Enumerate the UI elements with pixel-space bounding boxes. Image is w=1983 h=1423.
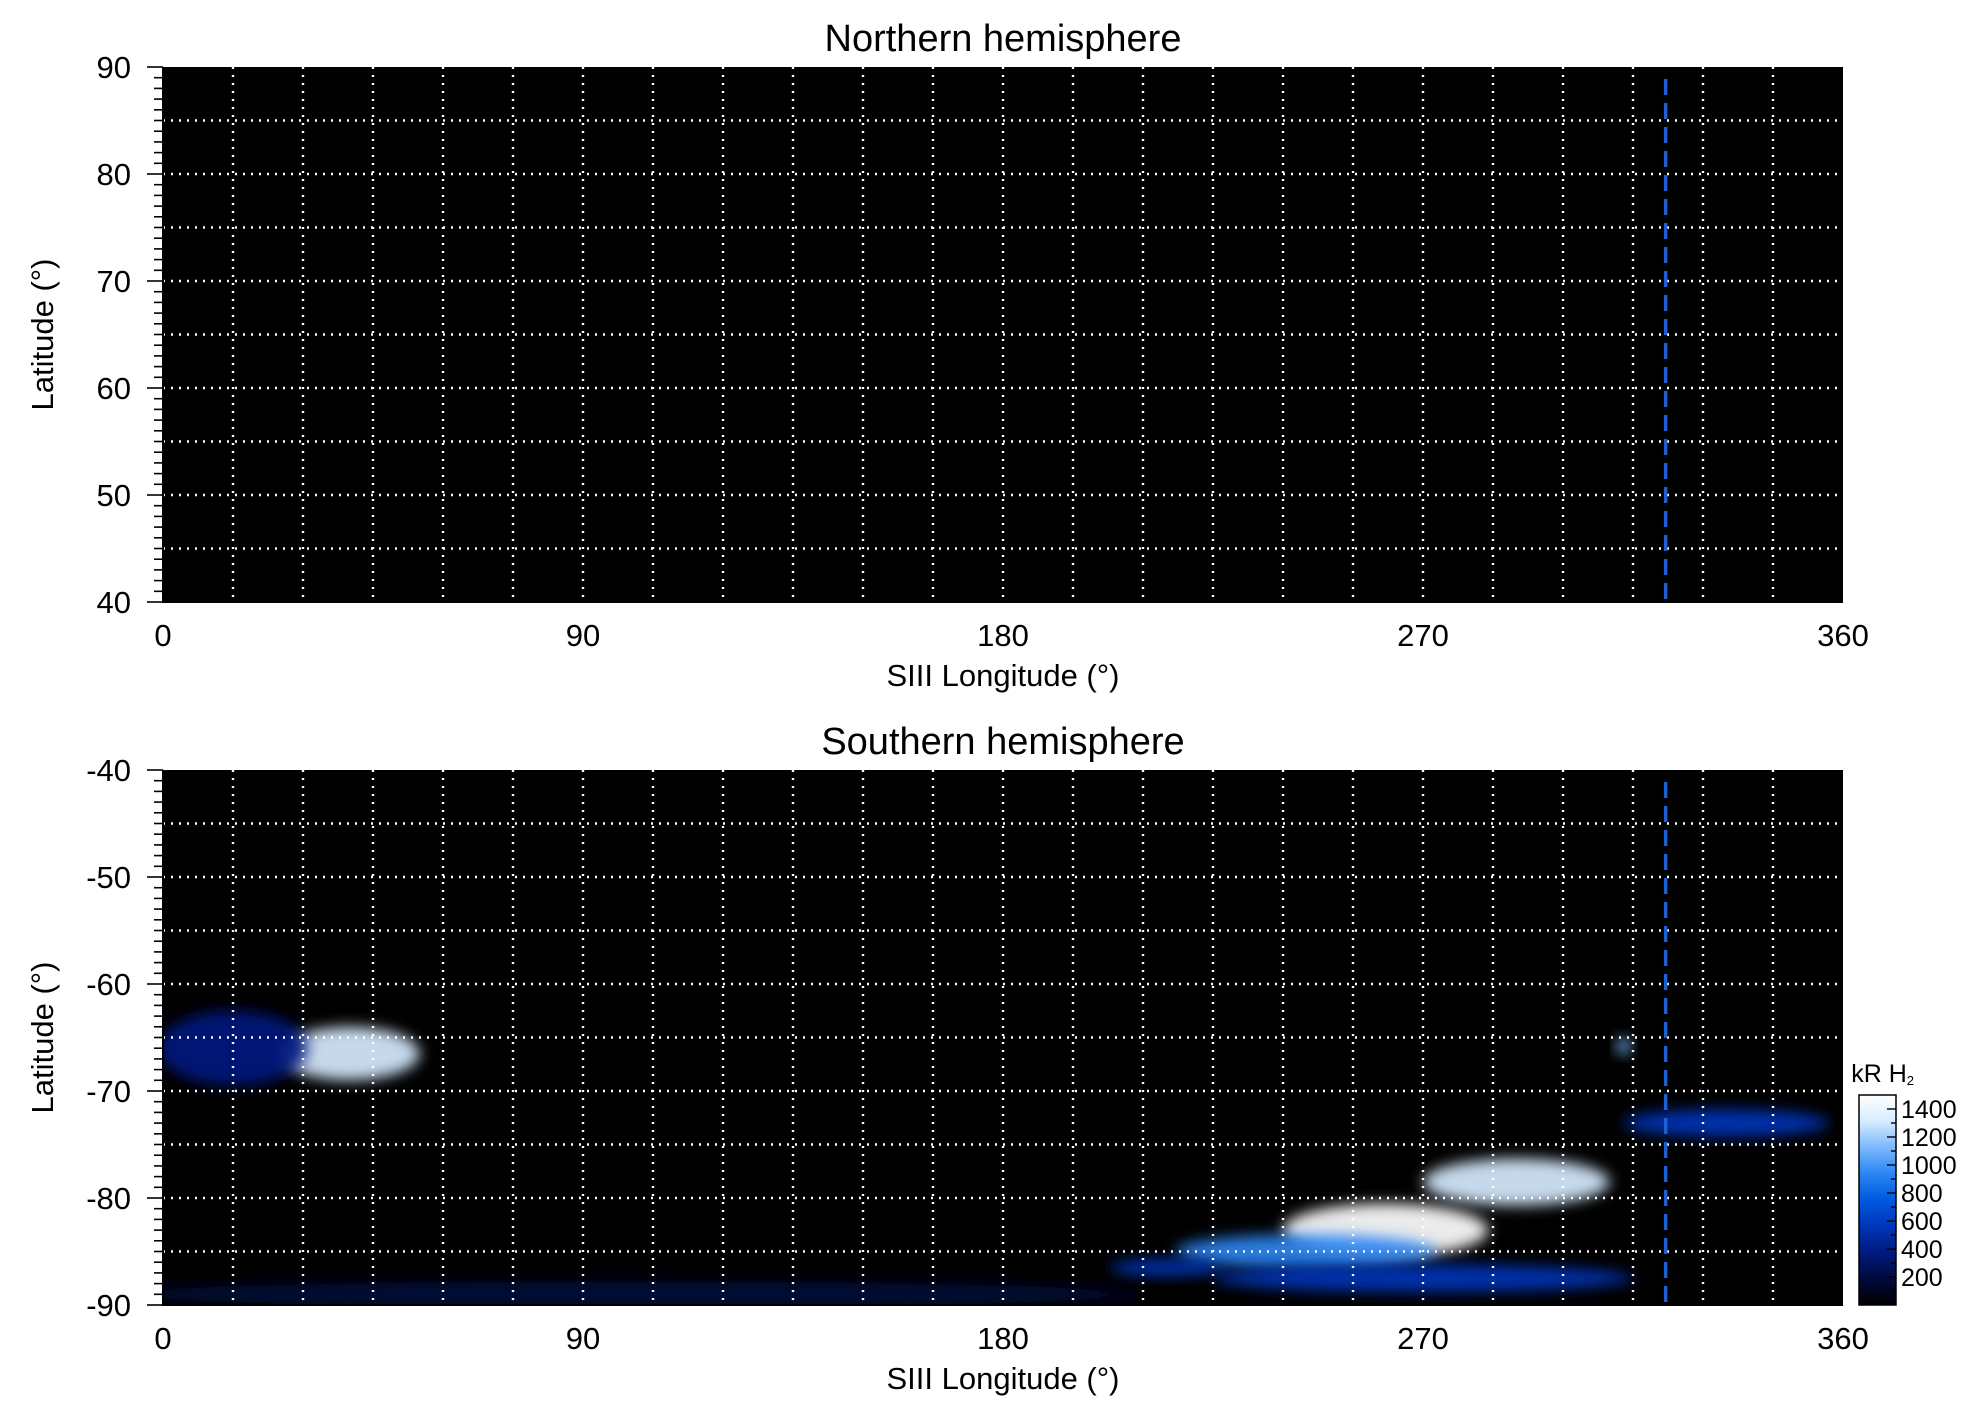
panel-1: Southern hemisphere -90 -80 -70 -60 -50 -40 0 90… bbox=[25, 721, 1957, 1396]
x-tick-label: 90 bbox=[566, 618, 600, 653]
panel-0: Northern hemisphere 40 50 60 70 80 90 0 90 180 270… bbox=[25, 18, 1869, 693]
grid bbox=[163, 770, 1843, 1305]
x-tick-label: 360 bbox=[1817, 1321, 1869, 1356]
colorbar-tick-label: 800 bbox=[1901, 1180, 1943, 1208]
emission-region bbox=[1175, 1234, 1438, 1269]
x-tick-label: 90 bbox=[566, 1321, 600, 1356]
y-tick-label: -80 bbox=[86, 1181, 131, 1216]
y-axis-label: Latitude (°) bbox=[25, 259, 60, 411]
y-tick-label: -70 bbox=[86, 1074, 131, 1109]
emission-region bbox=[1623, 1109, 1830, 1138]
emission-region bbox=[1213, 1264, 1633, 1293]
y-tick-label: 60 bbox=[97, 371, 131, 406]
emission-region bbox=[1616, 1037, 1631, 1055]
emission-region bbox=[163, 1281, 1143, 1305]
chart-title: Southern hemisphere bbox=[821, 721, 1184, 763]
colorbar-title-main: kR H bbox=[1851, 1060, 1907, 1088]
y-tick-label: -90 bbox=[86, 1288, 131, 1323]
y-tick-label: -40 bbox=[86, 753, 131, 788]
colorbar-gradient bbox=[1858, 1094, 1897, 1306]
grid bbox=[163, 67, 1843, 602]
y-tick-label: 50 bbox=[97, 478, 131, 513]
colorbar-tick-label: 200 bbox=[1901, 1264, 1943, 1292]
colorbar-tick-label: 1000 bbox=[1901, 1152, 1957, 1180]
y-tick-label: 70 bbox=[97, 264, 131, 299]
emission-region bbox=[163, 1010, 308, 1086]
colorbar-tick-label: 400 bbox=[1901, 1236, 1943, 1264]
colorbar-tick-label: 1200 bbox=[1901, 1124, 1957, 1152]
y-tick-label: -50 bbox=[86, 860, 131, 895]
emission-region bbox=[279, 1026, 420, 1081]
x-tick-label: 180 bbox=[977, 618, 1029, 653]
colorbar-tick-label: 1400 bbox=[1901, 1096, 1957, 1124]
x-axis-label: SIII Longitude (°) bbox=[887, 1361, 1120, 1396]
emission-layer bbox=[163, 1010, 1830, 1305]
y-tick-label: 90 bbox=[97, 50, 131, 85]
colorbar-tick-label: 600 bbox=[1901, 1208, 1943, 1236]
chart-title: Northern hemisphere bbox=[825, 18, 1182, 60]
y-tick-label: 80 bbox=[97, 157, 131, 192]
x-tick-label: 270 bbox=[1397, 1321, 1449, 1356]
x-tick-label: 270 bbox=[1397, 618, 1449, 653]
y-tick-label: 40 bbox=[97, 585, 131, 620]
x-tick-label: 180 bbox=[977, 1321, 1029, 1356]
colorbar-title-subscript: 2 bbox=[1907, 1073, 1914, 1088]
x-tick-label: 0 bbox=[154, 1321, 171, 1356]
y-axis-label: Latitude (°) bbox=[25, 962, 60, 1114]
emission-region bbox=[1110, 1258, 1223, 1277]
x-tick-label: 360 bbox=[1817, 618, 1869, 653]
y-tick-label: -60 bbox=[86, 967, 131, 1002]
colorbar-title: kR H2 bbox=[1851, 1060, 1914, 1088]
x-axis-label: SIII Longitude (°) bbox=[887, 658, 1120, 693]
x-tick-label: 0 bbox=[154, 618, 171, 653]
